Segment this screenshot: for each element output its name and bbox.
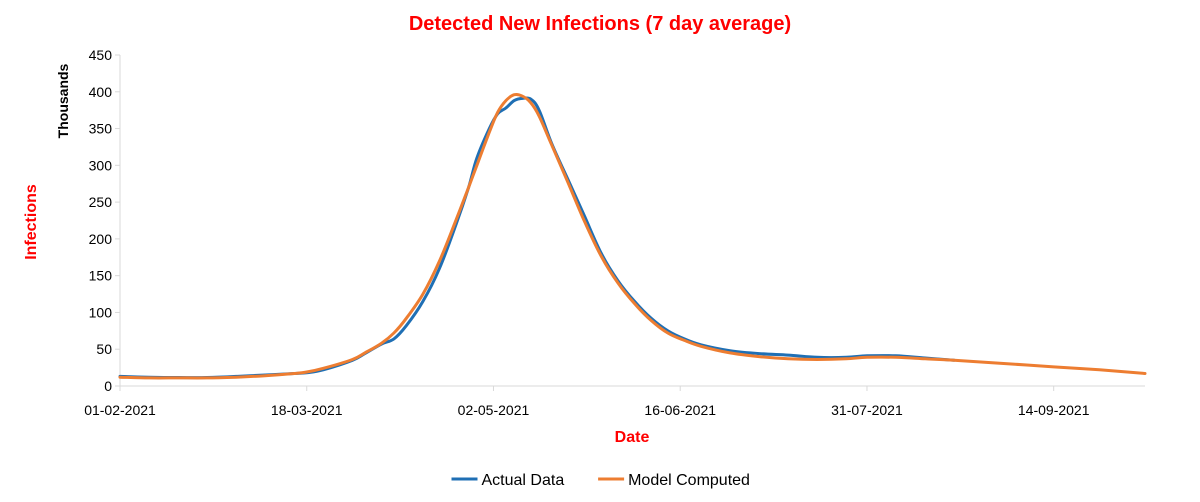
series-layer	[118, 92, 1147, 380]
series-line-model-computed	[118, 92, 1147, 380]
y-tick-label: 100	[89, 304, 113, 320]
y-tick-label: 50	[96, 341, 112, 357]
x-tick-label: 02-05-2021	[458, 402, 530, 418]
x-axis-title: Date	[615, 429, 650, 446]
y-tick-label: 150	[89, 268, 113, 284]
x-tick-label: 14-09-2021	[1018, 402, 1090, 418]
y-tick-label: 200	[89, 231, 113, 247]
y-axis-unit-label: Thousands	[55, 63, 71, 138]
y-tick-label: 450	[89, 47, 113, 63]
x-tick-label: 18-03-2021	[271, 402, 343, 418]
y-tick-label: 250	[89, 194, 113, 210]
legend-label-actual-data: Actual Data	[482, 472, 565, 489]
x-tick-label: 16-06-2021	[644, 402, 716, 418]
chart-title: Detected New Infections (7 day average)	[409, 13, 791, 35]
series-line-actual-data	[118, 96, 956, 380]
x-axis: 01-02-2021 18-03-2021 02-05-2021 16-06-2021…	[84, 385, 1145, 418]
y-tick-label: 0	[104, 378, 112, 394]
y-axis: 0 50 100 150 200 250 300 350 400 450	[89, 47, 121, 394]
x-tick-label: 31-07-2021	[831, 402, 903, 418]
legend: Actual Data Model Computed	[451, 472, 750, 489]
y-tick-label: 300	[89, 157, 113, 173]
x-tick-label: 01-02-2021	[84, 402, 156, 418]
legend-label-model-computed: Model Computed	[628, 472, 750, 489]
y-tick-label: 350	[89, 121, 113, 137]
y-tick-label: 400	[89, 84, 113, 100]
y-axis-title: Infections	[23, 184, 40, 260]
